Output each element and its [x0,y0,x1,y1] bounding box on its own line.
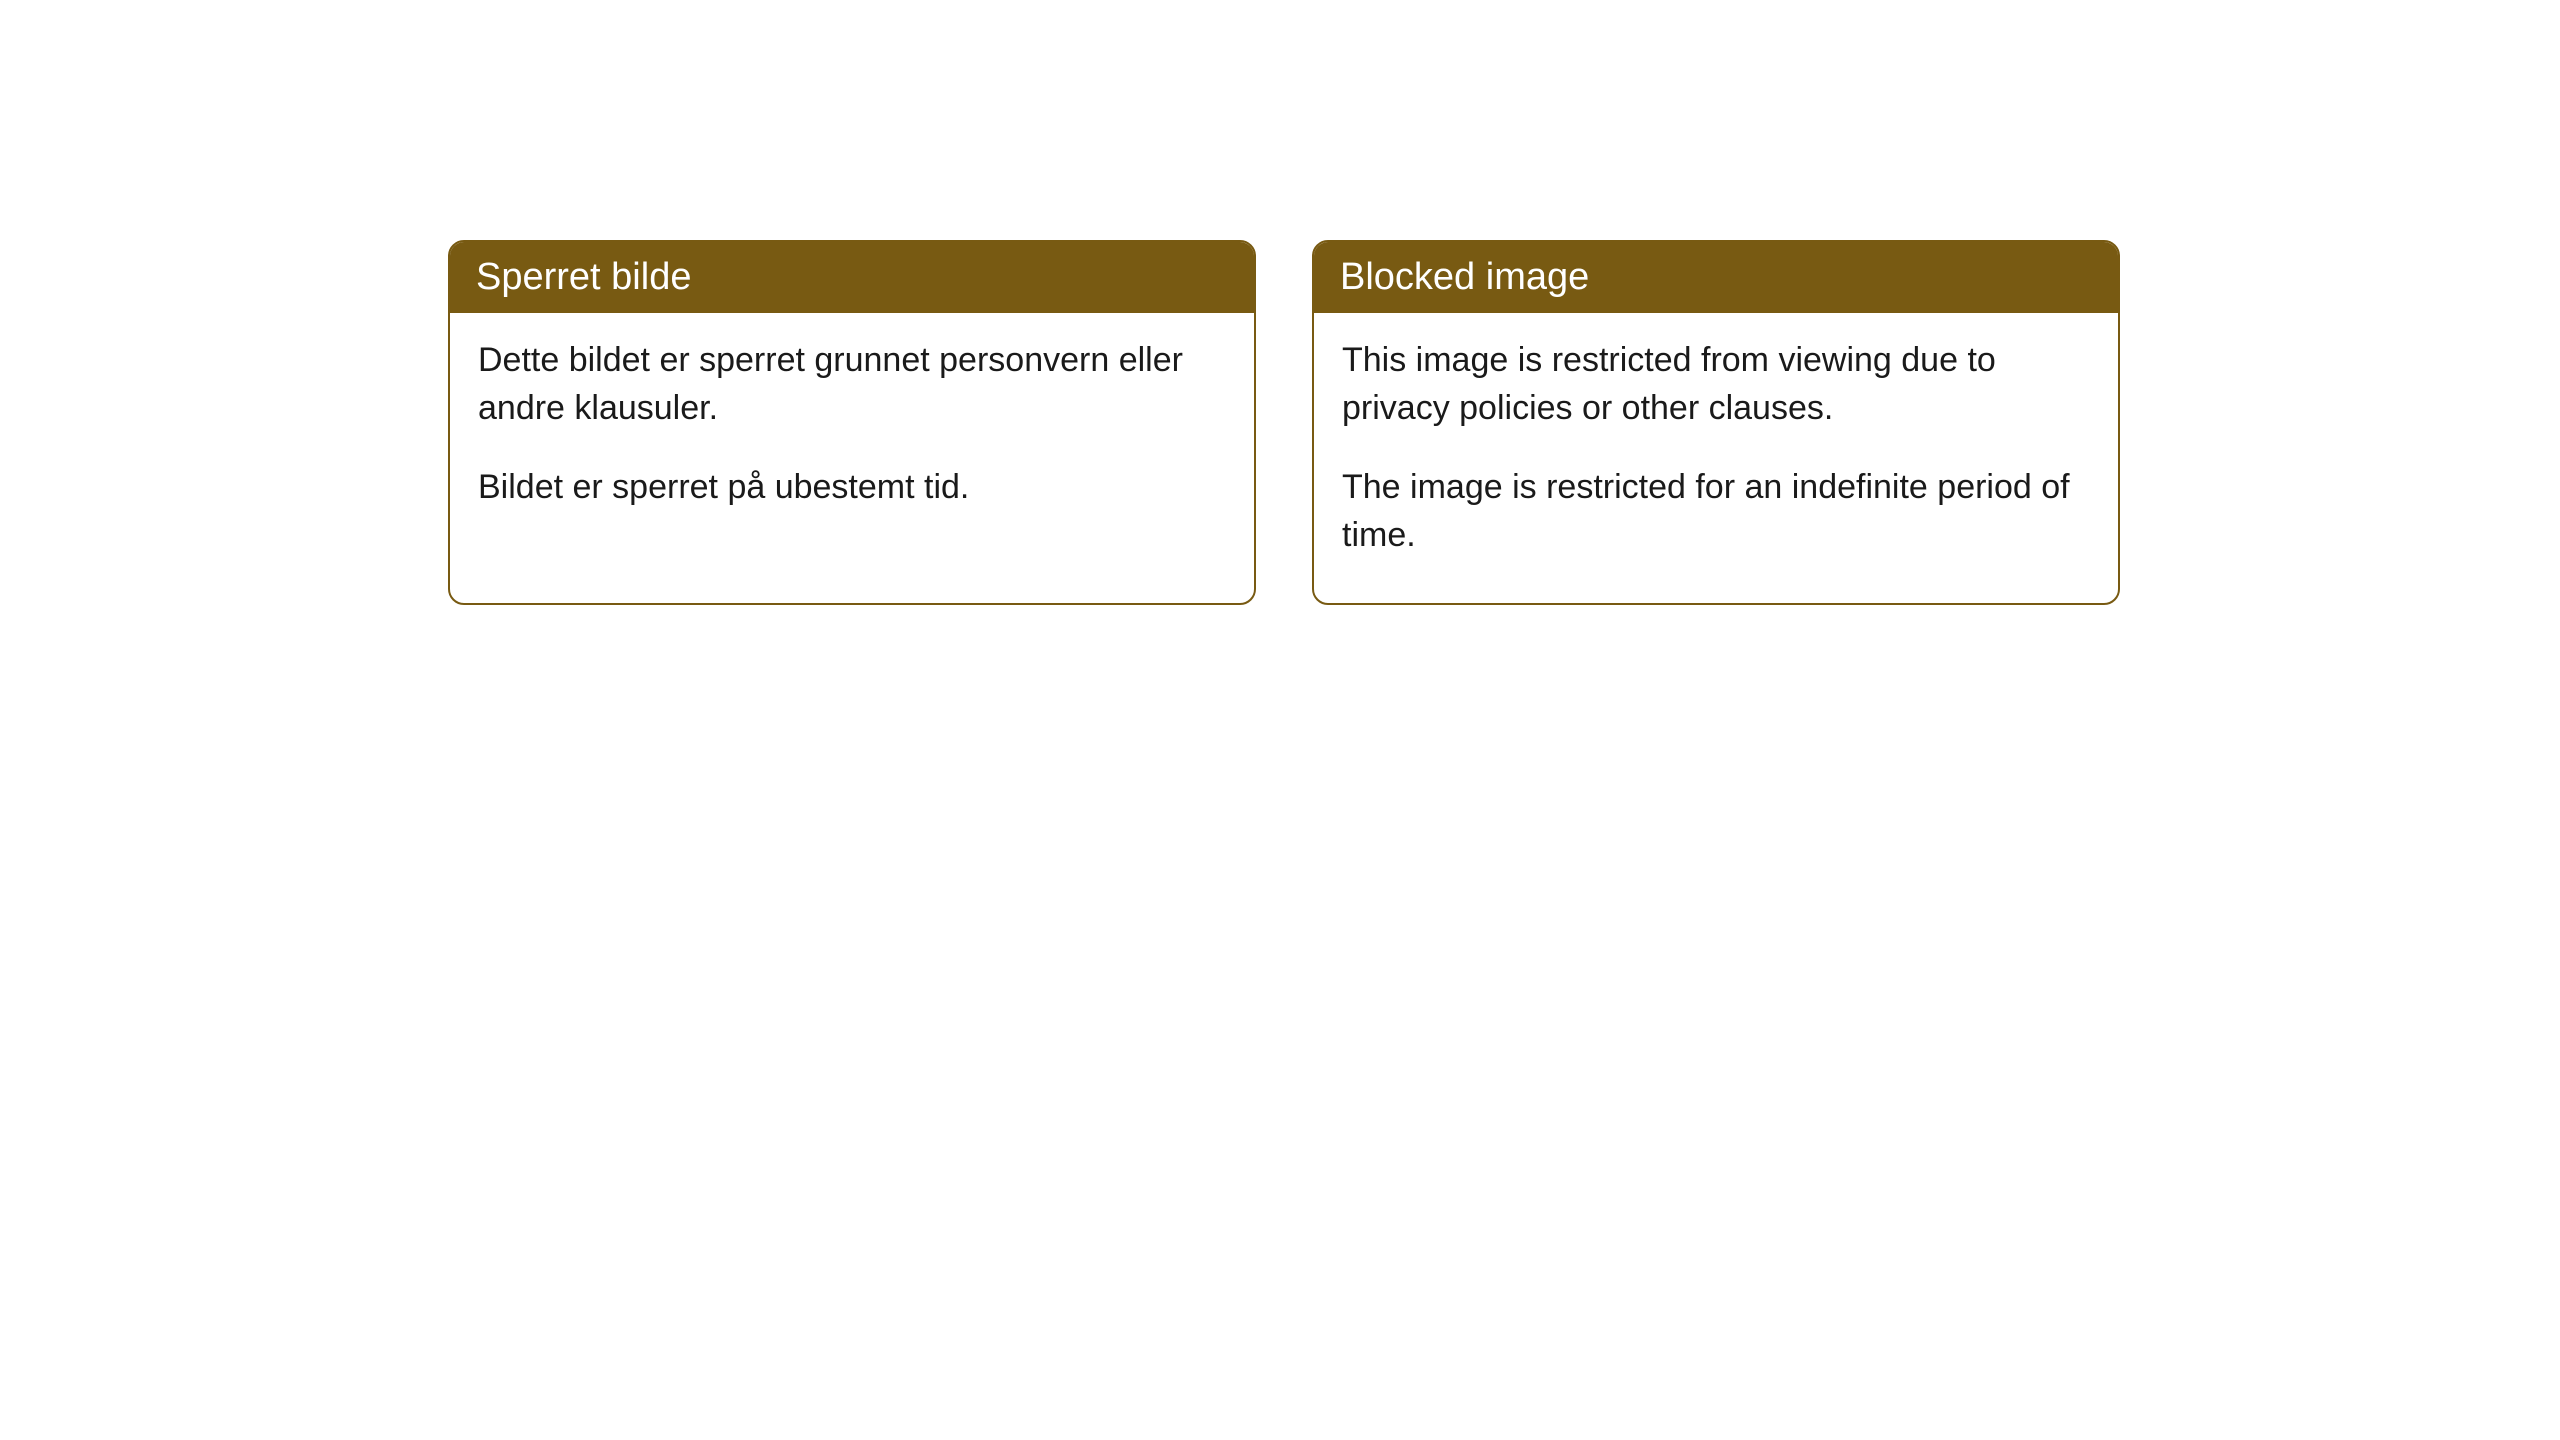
notice-cards-container: Sperret bilde Dette bildet er sperret gr… [448,240,2560,605]
card-title: Sperret bilde [476,256,691,298]
blocked-image-card-english: Blocked image This image is restricted f… [1312,240,2120,605]
card-title: Blocked image [1340,256,1589,298]
card-paragraph: This image is restricted from viewing du… [1342,337,2090,432]
card-body: This image is restricted from viewing du… [1314,313,2118,603]
blocked-image-card-norwegian: Sperret bilde Dette bildet er sperret gr… [448,240,1256,605]
card-header: Sperret bilde [450,242,1254,313]
card-body: Dette bildet er sperret grunnet personve… [450,313,1254,556]
card-paragraph: Dette bildet er sperret grunnet personve… [478,337,1226,432]
card-paragraph: The image is restricted for an indefinit… [1342,464,2090,559]
card-header: Blocked image [1314,242,2118,313]
card-paragraph: Bildet er sperret på ubestemt tid. [478,464,1226,512]
